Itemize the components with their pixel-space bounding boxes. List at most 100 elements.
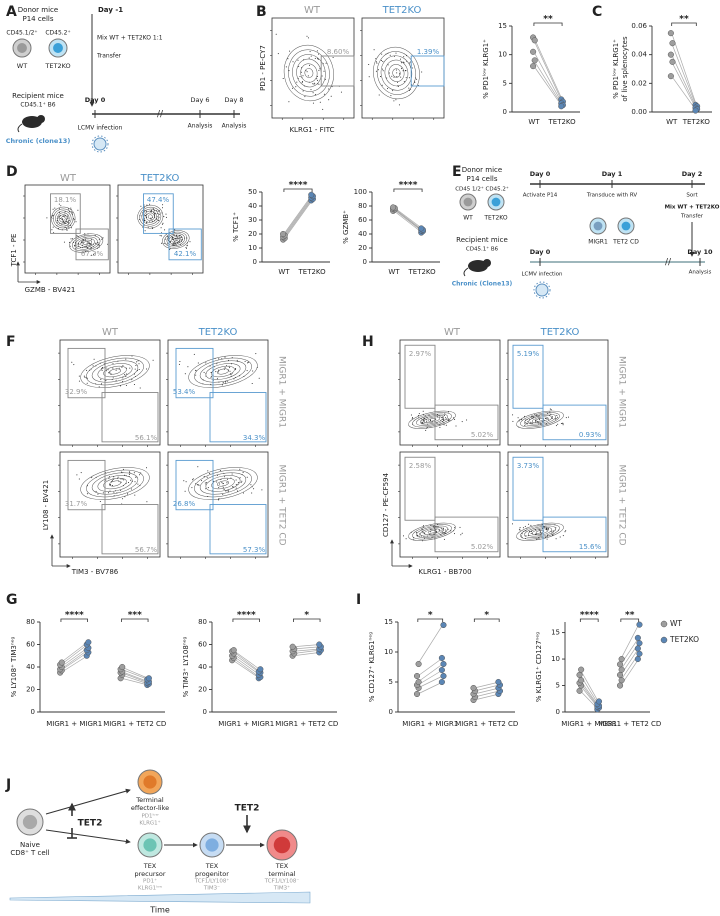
label: 15.6%	[579, 543, 602, 551]
event-dot	[52, 214, 54, 216]
event-dot	[447, 411, 449, 413]
data-point	[58, 659, 65, 666]
event-dot	[125, 376, 127, 377]
event-dot	[424, 418, 426, 420]
event-dot	[59, 212, 61, 214]
event-dot	[317, 58, 319, 60]
data-point	[415, 660, 422, 668]
event-dot	[153, 210, 155, 212]
panel-letter: D	[6, 164, 18, 180]
group-label: MIGR1 + MIGR1	[46, 720, 102, 728]
y-tick-label: 0.06	[631, 22, 647, 30]
event-dot	[66, 218, 67, 220]
event-dot	[539, 531, 541, 533]
label: Chronic (Clone13)	[452, 281, 513, 288]
event-dot	[436, 422, 438, 424]
event-dot	[76, 235, 78, 237]
label: 67.3%	[81, 250, 104, 258]
y-tick-label: 20	[26, 686, 35, 694]
event-dot	[120, 471, 122, 473]
event-dot	[91, 477, 93, 479]
event-dot	[127, 493, 128, 495]
significance-label: ****	[65, 611, 84, 621]
contour	[69, 233, 104, 253]
data-point	[636, 621, 643, 628]
event-dot	[368, 76, 370, 78]
event-dot	[82, 242, 84, 244]
y-tick-label: 40	[198, 663, 207, 671]
event-dot	[189, 241, 191, 243]
event-dot	[162, 204, 164, 206]
pair-line	[293, 644, 321, 648]
event-dot	[117, 476, 119, 478]
event-dot	[101, 238, 103, 240]
significance-bracket	[417, 618, 444, 622]
event-dot	[139, 387, 141, 389]
event-dot	[192, 478, 194, 480]
label: TEX	[275, 862, 289, 870]
significance-bracket	[473, 618, 500, 622]
label: TCF1/LY108⁻	[264, 879, 300, 885]
group-label: MIGR1 + TET2 CD	[455, 720, 518, 728]
event-dot	[416, 78, 418, 80]
event-dot	[223, 489, 225, 490]
label: TEX	[205, 862, 219, 870]
event-dot	[242, 471, 244, 473]
event-dot	[318, 53, 320, 55]
event-dot	[409, 62, 411, 64]
event-dot	[308, 57, 310, 59]
event-dot	[319, 101, 321, 103]
event-dot	[306, 71, 308, 73]
event-dot	[431, 421, 433, 423]
event-dot	[400, 76, 402, 78]
event-dot	[175, 239, 177, 241]
event-dot	[54, 207, 56, 209]
event-dot	[403, 81, 405, 83]
event-dot	[550, 409, 552, 411]
event-dot	[159, 235, 161, 237]
event-dot	[530, 532, 532, 534]
event-dot	[113, 491, 115, 493]
event-dot	[62, 219, 64, 221]
event-dot	[445, 424, 447, 426]
event-dot	[382, 68, 384, 70]
contour	[205, 363, 241, 380]
event-dot	[91, 254, 92, 256]
event-dot	[557, 423, 559, 425]
event-dot	[556, 415, 558, 416]
data-point	[316, 641, 323, 648]
event-dot	[323, 70, 325, 72]
significance-label: ****	[237, 611, 256, 621]
y-tick-label: 20	[198, 686, 207, 694]
event-dot	[532, 422, 534, 424]
event-dot	[216, 363, 218, 365]
pair-line	[474, 693, 500, 701]
event-dot	[136, 361, 138, 363]
contour	[205, 475, 241, 492]
event-dot	[418, 413, 420, 415]
y-tick-label: 50	[248, 188, 257, 196]
contour	[194, 357, 252, 386]
event-dot	[95, 490, 97, 492]
event-dot	[210, 376, 212, 378]
label: Transfer	[680, 214, 704, 220]
y-tick-label: 10	[384, 648, 393, 656]
y-tick-label: 5	[389, 678, 393, 686]
y-tick-label: 40	[26, 663, 35, 671]
pair-line	[533, 60, 563, 106]
gate	[143, 193, 174, 234]
event-dot	[328, 88, 330, 90]
data-point	[636, 640, 643, 647]
event-dot	[175, 238, 176, 240]
significance-bracket	[533, 22, 563, 26]
label: LCMV infection	[78, 125, 123, 132]
event-dot	[134, 368, 136, 370]
event-dot	[435, 529, 437, 531]
event-dot	[237, 490, 238, 492]
event-dot	[443, 418, 445, 420]
data-point	[413, 672, 421, 680]
event-dot	[144, 209, 146, 211]
pair-line	[417, 669, 443, 686]
event-dot	[157, 210, 159, 212]
label: P14 cells	[466, 175, 497, 183]
